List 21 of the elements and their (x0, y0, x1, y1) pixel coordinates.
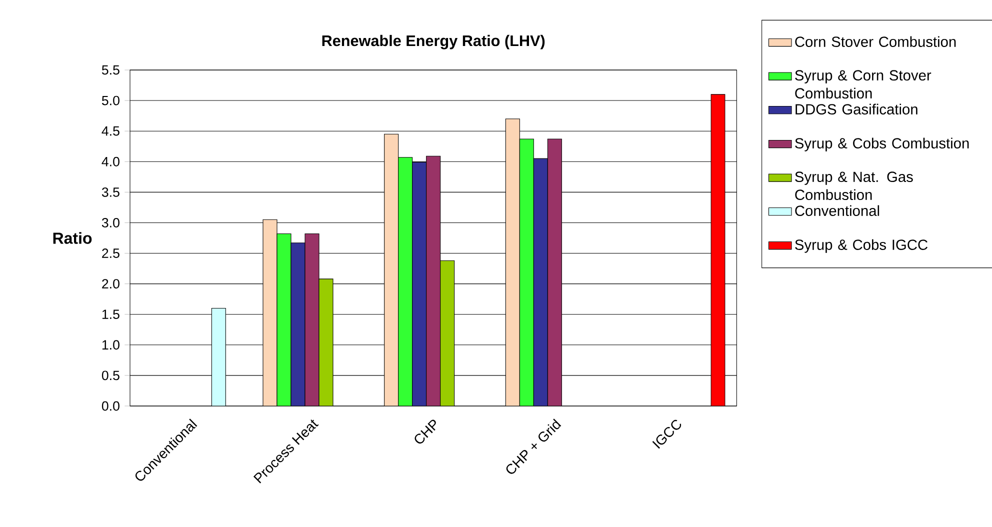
legend-label: DDGS Gasification (796, 104, 918, 115)
legend-label: Syrup & Nat. Gas Combustion (795, 172, 913, 200)
y-tick-label: 0.5 (102, 370, 120, 380)
y-tick-label: 1.5 (102, 310, 120, 319)
y-tick-label: 3.5 (102, 187, 120, 197)
chart-title: Renewable Energy Ratio (LHV) (322, 34, 545, 50)
y-tick-label: 1.0 (102, 340, 120, 350)
legend-label: Syrup & Corn Stover Combustion (795, 70, 932, 99)
y-tick-label: 5.5 (102, 65, 120, 75)
legend-label: Syrup & Cobs IGCC (795, 239, 928, 253)
y-tick-label: 2.5 (102, 248, 120, 258)
legend-label: Corn Stover Combustion (795, 36, 956, 47)
y-tick-label: 0.0 (102, 401, 120, 411)
y-axis-title: Ratio (53, 232, 92, 244)
y-tick-label: 2.0 (102, 279, 120, 289)
y-tick-label: 3.0 (102, 218, 120, 228)
y-tick-label: 4.0 (102, 156, 120, 166)
y-tick-label: 5.0 (102, 96, 120, 106)
y-tick-label: 4.5 (102, 126, 120, 136)
legend-label: Conventional (795, 205, 880, 216)
legend-label: Syrup & Cobs Combustion (795, 138, 969, 152)
